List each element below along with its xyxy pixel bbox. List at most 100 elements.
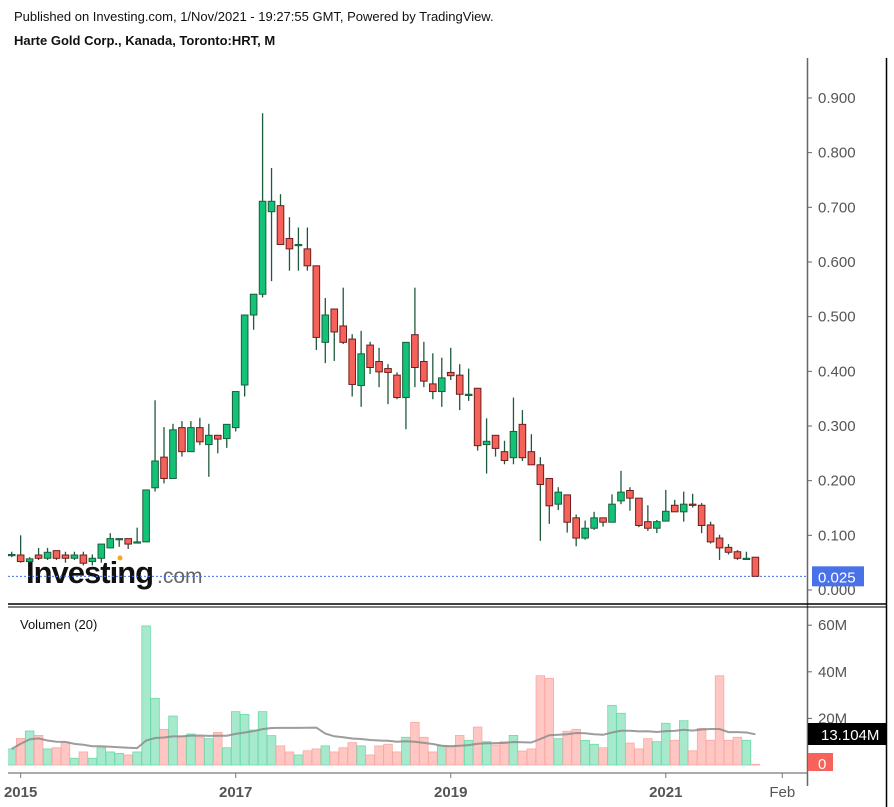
candle-body — [205, 434, 213, 446]
volume-bar — [446, 745, 456, 766]
candle — [653, 520, 661, 534]
volume-bar — [51, 747, 62, 766]
candle — [169, 423, 177, 479]
candle — [679, 491, 688, 522]
candle-body — [151, 460, 159, 489]
price-tick-label: 0.500 — [818, 309, 856, 326]
candle — [670, 499, 679, 513]
candle-body — [366, 344, 374, 368]
candle-body — [339, 325, 348, 343]
price-tick-label: 0.300 — [818, 418, 856, 435]
candle — [644, 505, 652, 531]
candle — [312, 265, 321, 350]
candle-body — [25, 558, 34, 563]
candle — [500, 440, 509, 465]
candle-body — [464, 393, 473, 396]
volume-bar — [141, 625, 151, 766]
candle-body — [303, 248, 312, 267]
candle — [88, 554, 97, 566]
candle-body — [178, 427, 186, 453]
candle — [536, 457, 545, 541]
candle-body — [590, 517, 598, 529]
candle — [231, 391, 240, 432]
candle — [697, 503, 706, 534]
volume-bar — [222, 747, 232, 766]
candle-body — [106, 538, 115, 549]
volume-bar — [499, 741, 510, 766]
candle — [527, 434, 536, 466]
candle — [509, 397, 518, 465]
volume-bar — [392, 751, 402, 766]
last-price-label: 0.025 — [818, 569, 856, 586]
volume-bar — [123, 754, 133, 766]
volume-ma-line — [11, 726, 756, 750]
volume-bar — [732, 736, 743, 766]
volume-bar — [257, 711, 268, 766]
volume-bar — [60, 742, 71, 766]
volume-bar — [589, 743, 599, 766]
candle-body — [79, 554, 88, 564]
candle — [187, 421, 195, 453]
volume-bar — [365, 754, 375, 766]
volume-bar — [526, 748, 537, 766]
candle — [429, 353, 437, 400]
volume-bar — [42, 748, 53, 766]
candle-body — [285, 237, 294, 250]
candle — [240, 314, 249, 397]
volume-layer — [8, 625, 761, 766]
candle — [590, 511, 598, 530]
candle — [393, 372, 401, 400]
candle-body — [626, 490, 634, 499]
candle-body — [724, 546, 733, 553]
candle-body — [43, 551, 52, 559]
candle-body — [312, 265, 321, 338]
volume-tick-label: 40M — [818, 664, 847, 681]
volume-bar — [625, 742, 635, 766]
price-tick-label: 0.800 — [818, 145, 856, 162]
candle-body — [357, 353, 365, 387]
candle-body — [124, 538, 132, 545]
candle-body — [142, 489, 150, 543]
candle — [249, 293, 258, 330]
volume-bar — [132, 751, 142, 766]
candle — [106, 533, 115, 549]
candle-body — [393, 374, 401, 399]
candle-body — [706, 524, 715, 543]
candle-body — [653, 521, 661, 529]
volume-bar — [24, 730, 35, 766]
candle-body — [222, 423, 231, 440]
candle-body — [330, 308, 339, 333]
volume-bar — [643, 738, 653, 766]
candle-body — [733, 551, 742, 559]
volume-bar — [204, 738, 214, 766]
candle — [357, 330, 365, 407]
candle — [437, 357, 446, 407]
volume-bar — [248, 729, 259, 766]
candle-body — [321, 314, 330, 343]
candle-body — [518, 423, 527, 459]
candle — [411, 287, 419, 388]
volume-bar — [571, 728, 581, 766]
candle-body — [509, 430, 518, 459]
candle-body — [97, 543, 106, 559]
candle — [635, 497, 643, 528]
candle — [79, 551, 88, 566]
volume-indicator-label[interactable]: Volumen (20) — [20, 617, 97, 632]
time-tick-label: 2021 — [649, 784, 682, 801]
candle-body — [491, 434, 500, 449]
published-info: Published on Investing.com, 1/Nov/2021 -… — [14, 9, 494, 24]
candle — [688, 493, 697, 508]
time-tick-label: Feb — [769, 784, 795, 801]
volume-bar — [302, 750, 313, 766]
candle-body — [455, 374, 464, 395]
candle-body — [213, 434, 222, 440]
candle-body — [572, 517, 580, 539]
candle-body — [258, 200, 267, 295]
candle — [375, 347, 383, 388]
volume-bar — [8, 748, 17, 766]
candle-body — [231, 391, 240, 429]
candle-body — [8, 553, 16, 557]
volume-bar — [553, 738, 563, 766]
volume-bar — [687, 750, 698, 766]
